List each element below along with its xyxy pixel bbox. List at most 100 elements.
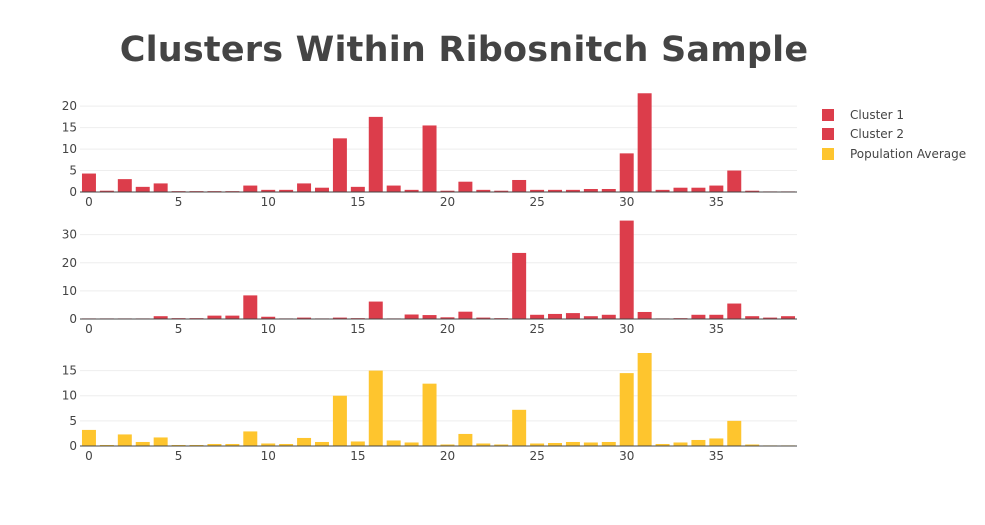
bar[interactable]	[261, 316, 276, 319]
bar[interactable]	[548, 442, 563, 446]
bar[interactable]	[601, 441, 616, 446]
bar[interactable]	[368, 116, 383, 192]
bar[interactable]	[332, 317, 347, 319]
bar[interactable]	[314, 441, 329, 446]
bar[interactable]	[279, 189, 294, 192]
bar[interactable]	[637, 311, 652, 319]
bar[interactable]	[583, 316, 598, 319]
bar[interactable]	[530, 189, 545, 192]
bar[interactable]	[458, 433, 473, 446]
bar[interactable]	[297, 317, 312, 319]
bar[interactable]	[565, 189, 580, 192]
bar[interactable]	[350, 186, 365, 192]
bar[interactable]	[494, 190, 509, 192]
bar[interactable]	[225, 443, 240, 446]
bar[interactable]	[314, 187, 329, 192]
bar[interactable]	[422, 383, 437, 446]
bar[interactable]	[243, 185, 258, 192]
bar[interactable]	[135, 186, 150, 192]
bar[interactable]	[745, 316, 760, 319]
bar[interactable]	[709, 185, 724, 192]
bar[interactable]	[619, 153, 634, 192]
bar[interactable]	[207, 443, 222, 446]
bar[interactable]	[583, 442, 598, 446]
legend-item-cluster-1[interactable]: Cluster 1	[822, 105, 966, 125]
bar[interactable]	[548, 189, 563, 192]
bar[interactable]	[763, 317, 778, 319]
bar[interactable]	[691, 439, 706, 446]
bar[interactable]	[512, 179, 527, 192]
bar[interactable]	[476, 189, 491, 192]
bar[interactable]	[619, 373, 634, 446]
bar[interactable]	[261, 189, 276, 192]
bar[interactable]	[476, 317, 491, 319]
bar[interactable]	[601, 188, 616, 192]
bar[interactable]	[655, 189, 670, 192]
bar[interactable]	[476, 443, 491, 446]
bar[interactable]	[727, 420, 742, 446]
bar[interactable]	[297, 437, 312, 446]
bar[interactable]	[207, 315, 222, 319]
legend-item-population-average[interactable]: Population Average	[822, 144, 966, 164]
bar[interactable]	[781, 316, 796, 319]
bar[interactable]	[530, 443, 545, 446]
bar[interactable]	[404, 314, 419, 319]
bar[interactable]	[691, 314, 706, 319]
bar[interactable]	[386, 440, 401, 446]
bar[interactable]	[386, 185, 401, 192]
bar[interactable]	[512, 252, 527, 319]
bar[interactable]	[279, 443, 294, 446]
bar[interactable]	[297, 183, 312, 192]
bar[interactable]	[745, 444, 760, 446]
bar[interactable]	[673, 442, 688, 446]
bar[interactable]	[458, 181, 473, 192]
bar[interactable]	[565, 313, 580, 319]
bar[interactable]	[655, 443, 670, 446]
bar[interactable]	[548, 313, 563, 319]
bar[interactable]	[619, 220, 634, 319]
bar[interactable]	[404, 442, 419, 446]
bar[interactable]	[637, 353, 652, 446]
legend-item-cluster-2[interactable]: Cluster 2	[822, 125, 966, 145]
bar[interactable]	[332, 138, 347, 192]
bar[interactable]	[727, 170, 742, 192]
bar[interactable]	[565, 441, 580, 446]
bar[interactable]	[332, 395, 347, 446]
bar[interactable]	[99, 190, 114, 192]
bar[interactable]	[440, 444, 455, 446]
bar[interactable]	[135, 441, 150, 446]
bar[interactable]	[117, 179, 132, 192]
bar[interactable]	[691, 187, 706, 192]
bar[interactable]	[261, 443, 276, 446]
bar[interactable]	[709, 314, 724, 319]
bar[interactable]	[512, 409, 527, 446]
bar[interactable]	[171, 444, 186, 446]
bar[interactable]	[117, 434, 132, 446]
bar[interactable]	[494, 444, 509, 446]
bar[interactable]	[81, 173, 96, 192]
bar[interactable]	[243, 295, 258, 319]
bar[interactable]	[243, 431, 258, 446]
bar[interactable]	[422, 315, 437, 319]
bar[interactable]	[709, 438, 724, 446]
bar[interactable]	[153, 183, 168, 192]
bar[interactable]	[225, 315, 240, 319]
bar[interactable]	[422, 125, 437, 192]
bar[interactable]	[350, 441, 365, 446]
bar[interactable]	[368, 370, 383, 446]
bar[interactable]	[404, 189, 419, 192]
bar[interactable]	[81, 429, 96, 446]
bar[interactable]	[530, 314, 545, 319]
bar[interactable]	[189, 444, 204, 446]
bar[interactable]	[745, 190, 760, 192]
bar[interactable]	[727, 303, 742, 319]
bar[interactable]	[153, 316, 168, 319]
bar[interactable]	[440, 317, 455, 319]
bar[interactable]	[637, 93, 652, 192]
bar[interactable]	[99, 444, 114, 446]
bar[interactable]	[458, 311, 473, 319]
bar[interactable]	[368, 301, 383, 319]
bar[interactable]	[601, 314, 616, 319]
bar[interactable]	[583, 188, 598, 192]
bar[interactable]	[673, 187, 688, 192]
